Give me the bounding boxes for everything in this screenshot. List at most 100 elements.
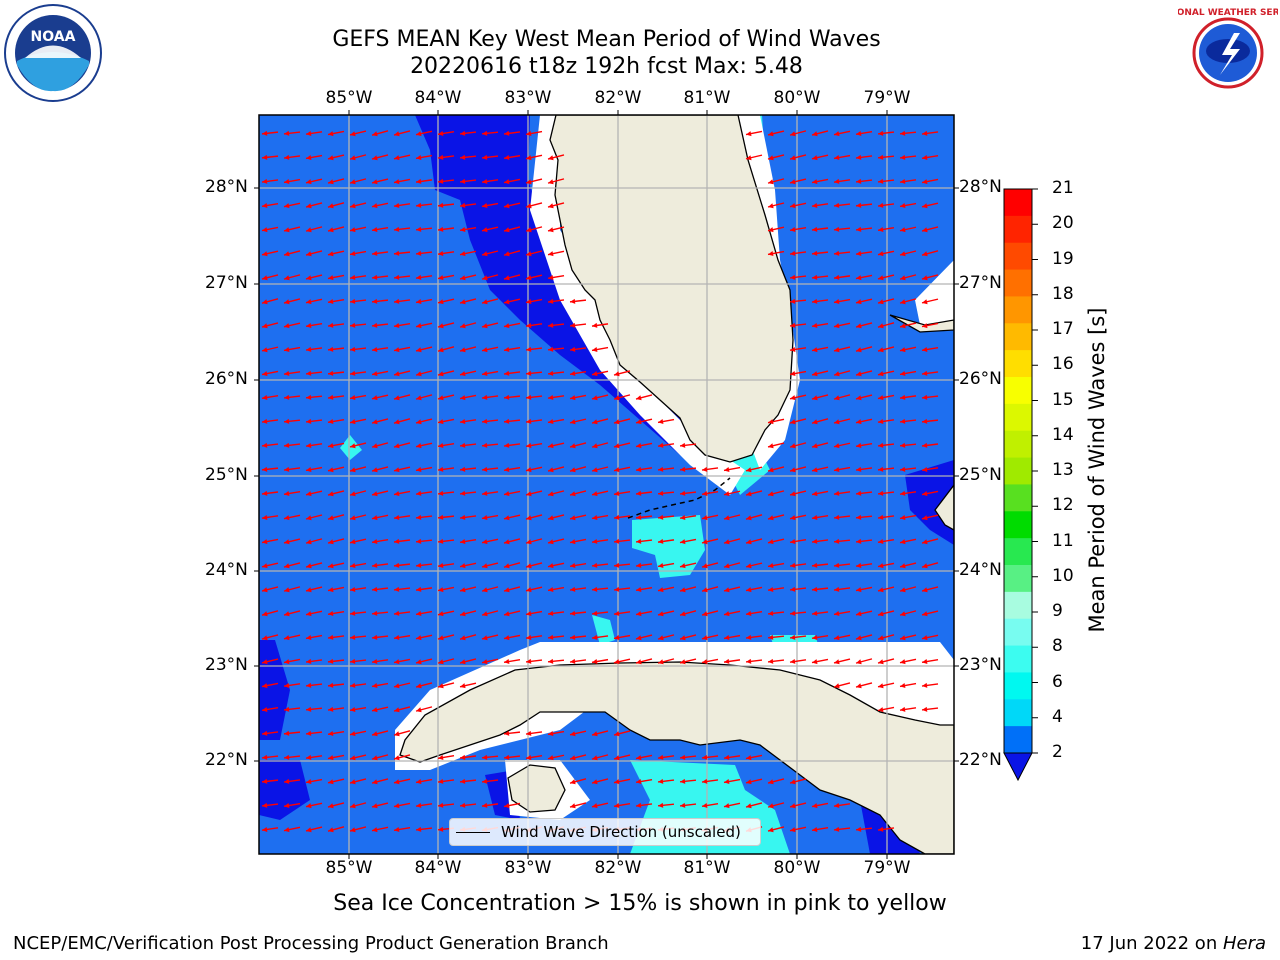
wave-arrow-head (790, 610, 796, 616)
wave-arrow-head (416, 562, 422, 568)
wave-arrow-head (284, 491, 290, 497)
wave-arrow (569, 466, 587, 473)
wave-arrow-head (834, 514, 840, 520)
wave-arrow (349, 370, 367, 376)
wave-arrow (481, 250, 499, 257)
colorbar-tick-label: 13 (1052, 460, 1074, 480)
wave-arrow-head (636, 538, 642, 544)
wave-arrow (437, 754, 455, 761)
wave-arrow (349, 706, 367, 713)
wave-arrow-head (394, 562, 400, 568)
wave-arrow (503, 586, 521, 593)
wave-arrow (459, 610, 477, 617)
wave-arrow-head (856, 202, 862, 208)
wave-arrow (327, 154, 345, 161)
wave-arrow (877, 370, 895, 377)
wave-arrow (547, 730, 565, 737)
wave-arrow (503, 754, 521, 760)
wave-arrow-head (526, 563, 532, 569)
wave-arrow-head (746, 515, 752, 521)
wave-arrow-head (328, 418, 334, 424)
wave-arrow-head (416, 490, 422, 496)
wave-arrow (921, 610, 939, 617)
wave-arrow-head (878, 251, 884, 257)
wave-arrow-head (328, 730, 334, 736)
wave-arrow (569, 418, 587, 425)
wave-arrow-head (812, 347, 818, 353)
wave-arrow-head (724, 611, 730, 617)
bahamas-island (934, 483, 954, 531)
wave-arrow (811, 442, 829, 449)
wave-arrow-head (658, 442, 664, 448)
wave-arrow-head (460, 635, 466, 641)
wave-arrow-head (900, 611, 906, 617)
wave-arrow-head (460, 538, 466, 544)
wave-arrow (327, 538, 345, 545)
wave-arrow (657, 802, 675, 808)
wave-arrow-head (438, 395, 444, 401)
wave-arrow-head (900, 154, 906, 160)
wave-arrow-head (306, 394, 312, 400)
wave-arrow (459, 754, 477, 760)
wave-arrow (371, 730, 389, 737)
wave-arrow-head (328, 563, 334, 569)
colorbar-tick-label: 18 (1052, 283, 1074, 304)
colorbar-segment (1004, 296, 1032, 324)
wave-arrow-head (526, 155, 532, 161)
wave-arrow-head (416, 635, 422, 641)
wave-arrow (393, 802, 411, 809)
wave-arrow-head (812, 298, 818, 304)
wave-arrow-head (438, 587, 444, 593)
wave-arrow-head (768, 658, 774, 664)
wave-arrow (899, 178, 917, 184)
wave-arrow-head (834, 131, 840, 137)
wave-arrow-head (504, 539, 510, 545)
wave-arrow (657, 490, 675, 496)
wave-arrow-head (900, 178, 906, 184)
lat-label: 26°N (205, 369, 248, 389)
wave-arrow (833, 370, 851, 377)
wave-arrow-head (658, 563, 664, 569)
wave-arrow (547, 250, 565, 257)
wave-arrow-head (306, 323, 312, 329)
wave-arrow-head (438, 611, 444, 617)
wave-arrow (855, 274, 873, 281)
wave-arrow-head (262, 587, 268, 593)
wave-arrow (833, 490, 851, 496)
wave-arrow-head (526, 467, 532, 473)
wave-arrow (591, 514, 609, 521)
wave-arrow (437, 562, 455, 568)
wave-arrow-head (416, 419, 422, 425)
wave-arrow (415, 658, 433, 665)
wave-arrow-head (856, 226, 862, 232)
wave-arrow-head (834, 562, 840, 568)
wave-arrow-head (636, 443, 642, 449)
wave-arrow-head (262, 683, 268, 689)
wave-arrow (305, 730, 323, 736)
wave-arrow (415, 514, 433, 520)
wave-arrow (305, 610, 323, 617)
wave-arrow (921, 514, 939, 521)
wave-arrow-head (416, 802, 422, 808)
wave-arrow-head (790, 491, 796, 497)
wave-arrow (503, 538, 521, 545)
wave-arrow (679, 442, 697, 448)
wave-arrow (349, 346, 367, 352)
wave-arrow-head (900, 347, 906, 353)
wave-arrow-head (812, 538, 818, 544)
wave-arrow (723, 754, 741, 760)
wave-arrow-head (922, 203, 928, 209)
wave-arrow-head (834, 635, 840, 641)
wave-arrow-head (394, 634, 400, 640)
wave-arrow (371, 634, 389, 640)
wave-arrow-head (592, 491, 598, 497)
wave-arrow (437, 442, 455, 448)
wave-arrow (525, 610, 543, 617)
wave-arrow (283, 610, 301, 617)
wave-arrow-head (570, 779, 576, 785)
wave-arrow-head (812, 803, 818, 809)
cuba-land (399, 661, 954, 854)
wave-arrow (547, 754, 565, 761)
wave-arrow (877, 154, 895, 160)
wave-arrow (503, 226, 521, 233)
